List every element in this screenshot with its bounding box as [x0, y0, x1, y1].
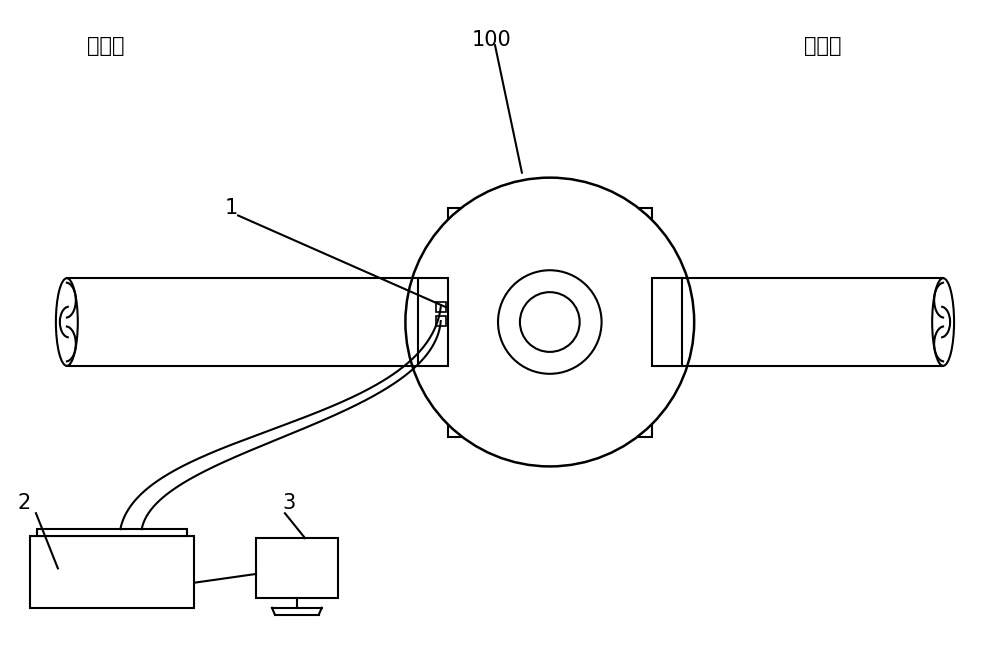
- Bar: [30, 536, 194, 608]
- Bar: [436, 302, 446, 312]
- Text: 上游侧: 上游侧: [87, 36, 124, 57]
- Bar: [436, 316, 446, 326]
- Text: 1: 1: [225, 198, 238, 217]
- Bar: [37, 529, 187, 536]
- Text: 100: 100: [472, 30, 512, 51]
- Text: 下游侧: 下游侧: [804, 36, 841, 57]
- Circle shape: [405, 177, 694, 466]
- Ellipse shape: [56, 278, 78, 366]
- Text: 2: 2: [17, 493, 31, 513]
- Bar: [256, 538, 338, 598]
- Bar: [418, 278, 448, 366]
- Ellipse shape: [932, 278, 954, 366]
- Text: 3: 3: [282, 493, 296, 513]
- Bar: [448, 208, 652, 436]
- Bar: [652, 278, 682, 366]
